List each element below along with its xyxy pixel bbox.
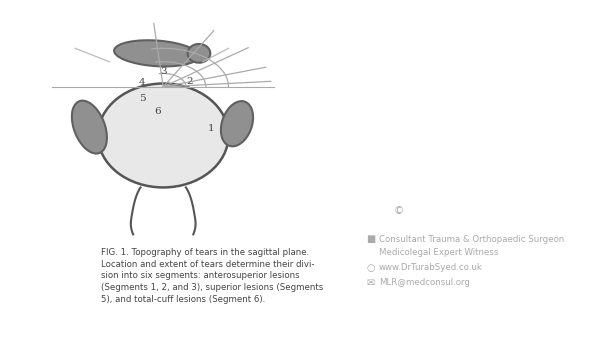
Text: 5: 5	[139, 94, 146, 103]
Text: 3: 3	[160, 67, 167, 76]
Text: ■: ■	[366, 234, 375, 244]
Ellipse shape	[114, 40, 199, 67]
Text: FIG. 1. Topography of tears in the sagittal plane.
Location and extent of tears : FIG. 1. Topography of tears in the sagit…	[101, 248, 323, 304]
Ellipse shape	[221, 101, 253, 146]
Text: ©: ©	[394, 206, 404, 216]
Text: www.DrTurabSyed.co.uk: www.DrTurabSyed.co.uk	[379, 263, 483, 272]
Text: Consultant Trauma & Orthopaedic Surgeon: Consultant Trauma & Orthopaedic Surgeon	[379, 235, 564, 244]
Ellipse shape	[98, 83, 229, 188]
Ellipse shape	[72, 101, 107, 153]
Text: Medicolegal Expert Witness: Medicolegal Expert Witness	[379, 248, 499, 257]
Text: 1: 1	[208, 124, 215, 133]
Text: 4: 4	[139, 78, 146, 87]
Text: 2: 2	[187, 77, 193, 86]
Ellipse shape	[188, 44, 211, 63]
Text: ○: ○	[366, 263, 374, 273]
Text: 6: 6	[154, 107, 161, 116]
Text: MLR@medconsul.org: MLR@medconsul.org	[379, 279, 470, 288]
Text: ✉: ✉	[367, 278, 374, 288]
